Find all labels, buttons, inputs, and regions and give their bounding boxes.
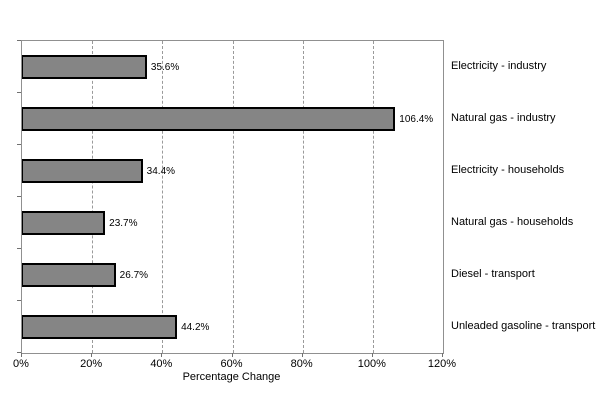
gridline [162, 41, 164, 353]
x-axis-tick [231, 353, 233, 357]
category-label: Electricity - households [451, 164, 565, 176]
x-axis-tick [21, 353, 22, 357]
x-tick-label: 40% [150, 358, 173, 370]
bar-value-label: 23.7% [109, 218, 138, 229]
x-axis-tick [442, 353, 443, 357]
bar-value-label: 106.4% [399, 114, 434, 125]
bar [22, 159, 143, 183]
x-tick-label: 60% [220, 358, 243, 370]
x-tick-label: 80% [290, 358, 313, 370]
x-tick-label: 20% [80, 358, 103, 370]
bar [22, 55, 147, 79]
bar-value-label: 44.2% [181, 322, 210, 333]
category-label: Unleaded gasoline - transport [451, 320, 596, 332]
x-tick-label: 120% [427, 358, 457, 370]
category-label: Natural gas - industry [451, 112, 556, 124]
bar [22, 107, 396, 131]
x-tick-label: 100% [357, 358, 386, 370]
x-axis-tick [371, 353, 373, 357]
y-axis-tick [17, 40, 21, 41]
bar [22, 263, 116, 287]
bar [22, 315, 178, 339]
category-label: Diesel - transport [451, 268, 535, 280]
gridline [232, 41, 234, 353]
gridline [92, 41, 94, 353]
y-axis-tick [17, 196, 21, 197]
x-axis-tick [161, 353, 163, 357]
x-axis-tick [301, 353, 303, 357]
bar-value-label: 35.6% [150, 62, 180, 73]
x-axis-tick [91, 353, 93, 357]
bar-value-label: 26.7% [119, 270, 149, 281]
category-label: Natural gas - households [451, 216, 574, 228]
category-label: Electricity - industry [451, 60, 547, 72]
x-tick-label: 0% [13, 358, 29, 370]
gridline [302, 41, 304, 353]
y-axis-tick [17, 92, 21, 93]
bar [22, 211, 106, 235]
y-axis-tick [17, 300, 21, 301]
y-axis-tick [17, 248, 21, 249]
y-axis-tick [17, 144, 21, 145]
plot-area: 35.6% 106.4% 34.4% 23.7% 26.7% 44.2% [21, 40, 444, 354]
gridline [372, 41, 374, 353]
x-axis-title: Percentage Change [182, 371, 281, 383]
y-axis-tick [17, 352, 21, 353]
bar-value-label: 34.4% [146, 166, 176, 177]
